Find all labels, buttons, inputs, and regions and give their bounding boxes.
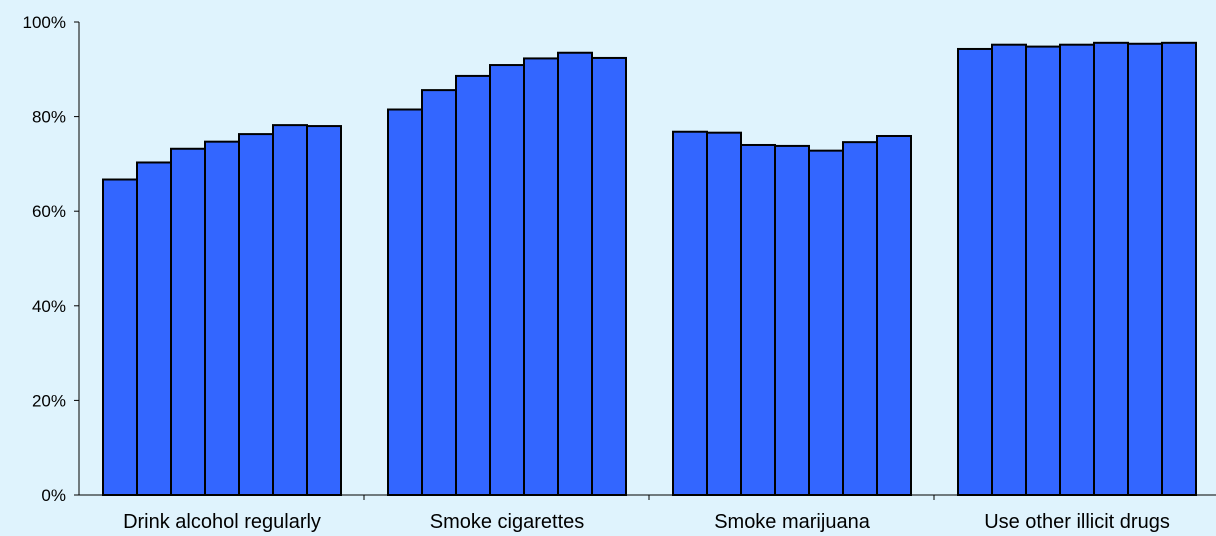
bar	[455, 74, 491, 496]
y-tick-label: 0%	[41, 486, 66, 505]
bar	[1127, 42, 1163, 497]
bars-layer	[102, 41, 1197, 497]
axis-labels: 0% 20% 40% 60% 80% 100% Drink alcohol regularl…	[23, 13, 1170, 533]
y-tick-label: 100%	[23, 13, 66, 32]
bar	[557, 51, 593, 497]
bar	[102, 178, 138, 496]
y-tick-label: 40%	[32, 297, 66, 316]
bar	[740, 143, 776, 496]
bar	[306, 125, 342, 496]
bar-group-3	[672, 130, 912, 496]
y-tick-label: 60%	[32, 202, 66, 221]
bar	[204, 140, 240, 496]
bar	[1059, 43, 1095, 496]
bar	[489, 64, 525, 496]
bar	[1161, 41, 1197, 496]
bar	[421, 89, 457, 496]
bar	[957, 47, 993, 496]
bar	[991, 43, 1027, 496]
bar	[706, 131, 742, 496]
bar	[170, 147, 206, 496]
bar-group-1	[102, 124, 342, 497]
y-tick-label: 80%	[32, 108, 66, 127]
y-tick-label: 20%	[32, 391, 66, 410]
bar	[387, 108, 423, 496]
x-category-label: Smoke cigarettes	[430, 511, 585, 533]
bar	[272, 124, 308, 496]
bar	[842, 141, 878, 496]
bar	[876, 134, 912, 496]
bar	[1093, 41, 1129, 496]
x-category-label: Use other illicit drugs	[984, 511, 1170, 533]
bar	[136, 161, 172, 497]
x-category-label: Smoke marijuana	[714, 511, 871, 533]
bar	[238, 133, 274, 496]
bar	[591, 56, 627, 496]
bar	[1025, 45, 1061, 496]
bar	[808, 149, 844, 496]
bar-group-4	[957, 41, 1197, 497]
bar	[672, 130, 708, 496]
x-category-label: Drink alcohol regularly	[123, 511, 321, 533]
axes	[74, 21, 1216, 500]
bar	[523, 57, 559, 497]
bar-group-2	[387, 51, 627, 497]
bar	[774, 144, 810, 496]
